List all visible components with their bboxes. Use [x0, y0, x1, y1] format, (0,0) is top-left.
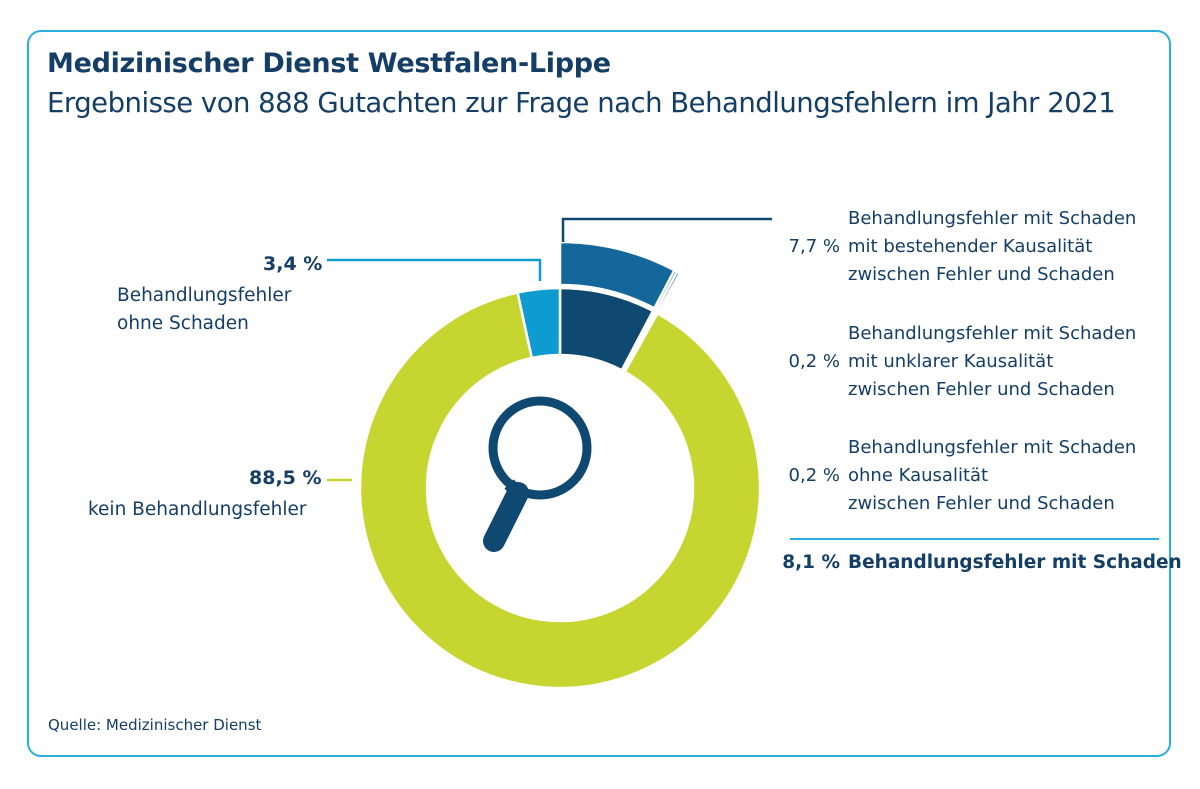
chart-title: Medizinischer Dienst Westfalen-Lippe	[47, 48, 611, 79]
label-kausal-line2: mit bestehender Kausalität	[848, 236, 1093, 257]
label-unklar-value: 0,2 %	[788, 351, 840, 372]
label-unklar-line3: zwischen Fehler und Schaden	[848, 379, 1115, 400]
label-ohne-kausal-value: 0,2 %	[788, 465, 840, 486]
leader-ohne-schaden	[327, 258, 542, 281]
source-note: Quelle: Medizinischer Dienst	[48, 716, 262, 734]
label-kausal-line3: zwischen Fehler und Schaden	[848, 264, 1115, 285]
label-kein-text: kein Behandlungsfehler	[88, 499, 307, 520]
summary-value: 8,1 %	[782, 552, 840, 573]
slice-ohne-kausal-band	[654, 269, 682, 313]
summary-label: Behandlungsfehler mit Schaden	[848, 552, 1182, 573]
label-unklar-line2: mit unklarer Kausalität	[848, 351, 1054, 372]
label-kausal-line1: Behandlungsfehler mit Schaden	[848, 208, 1137, 229]
label-ohne-schaden-line1: Behandlungsfehler	[117, 285, 292, 306]
label-kausal-value: 7,7 %	[788, 236, 840, 257]
label-kein-value: 88,5 %	[249, 467, 322, 489]
slice-kein	[358, 291, 762, 690]
label-ohne-schaden-line2: ohne Schaden	[117, 313, 249, 334]
label-ohne-kausal-line3: zwischen Fehler und Schaden	[848, 493, 1115, 514]
slice-ohne-schaden	[516, 286, 562, 360]
label-unklar-line1: Behandlungsfehler mit Schaden	[848, 323, 1137, 344]
chart-subtitle: Ergebnisse von 888 Gutachten zur Frage n…	[47, 87, 1116, 119]
leader-kausal	[561, 217, 772, 242]
magnifier-icon	[483, 396, 592, 552]
label-ohne-kausal-line2: ohne Kausalität	[848, 465, 989, 486]
label-ohne-kausal-line1: Behandlungsfehler mit Schaden	[848, 437, 1137, 458]
label-ohne-schaden-value: 3,4 %	[263, 253, 323, 275]
chart-frame	[27, 30, 1171, 757]
summary-divider	[790, 538, 1159, 540]
